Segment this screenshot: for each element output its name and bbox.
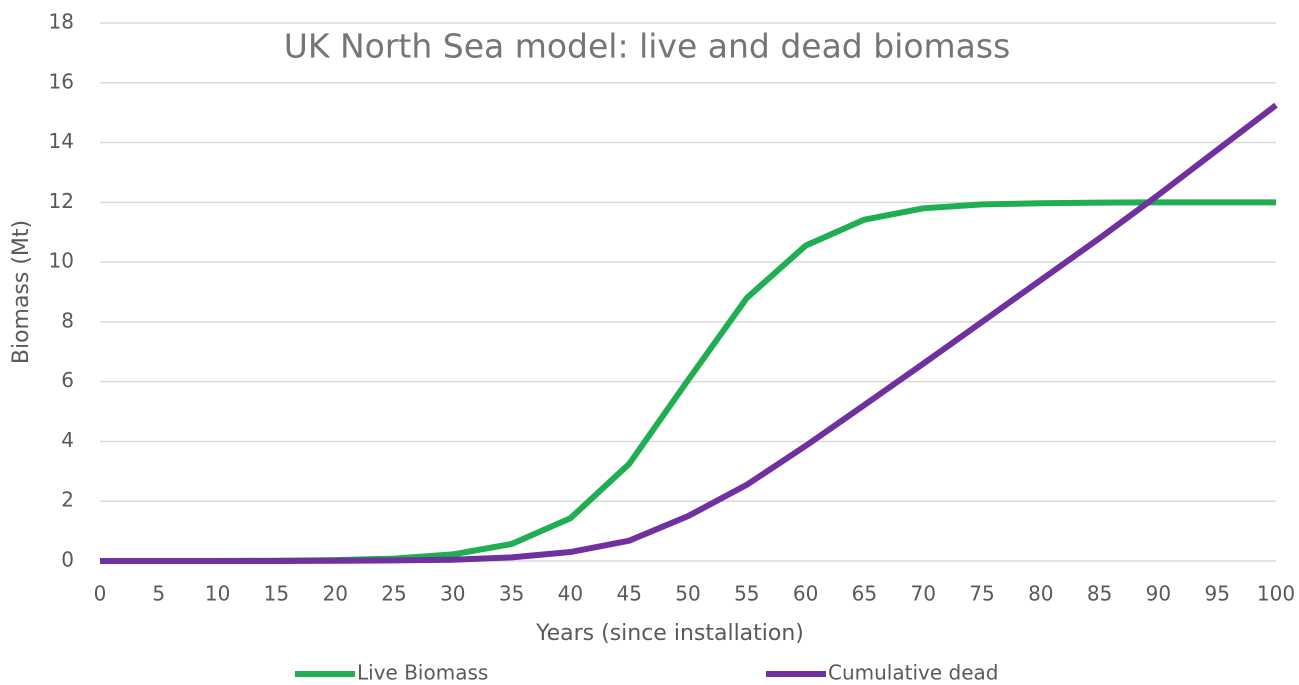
x-tick-label: 60 <box>793 582 818 606</box>
x-tick-label: 50 <box>675 582 700 606</box>
x-axis-label: Years (since installation) <box>535 621 804 646</box>
y-tick-label: 16 <box>49 69 74 93</box>
y-tick-label: 14 <box>49 129 74 153</box>
y-tick-label: 4 <box>61 428 74 452</box>
y-tick-label: 0 <box>61 548 74 572</box>
x-tick-label: 80 <box>1028 582 1053 606</box>
x-tick-label: 95 <box>1204 582 1229 606</box>
data-line <box>100 102 1278 564</box>
x-tick-label: 75 <box>969 582 994 606</box>
x-tick-label: 65 <box>852 582 877 606</box>
x-tick-label: 85 <box>1087 582 1112 606</box>
chart-title: UK North Sea model: live and dead biomas… <box>284 27 1011 66</box>
y-tick-label: 2 <box>61 488 74 512</box>
x-tick-label: 10 <box>205 582 230 606</box>
x-tick-label: 5 <box>152 582 165 606</box>
y-axis-label: Biomass (Mt) <box>9 220 34 364</box>
x-tick-label: 30 <box>440 582 465 606</box>
legend-label: Live Biomass <box>357 661 488 685</box>
x-tick-label: 45 <box>616 582 641 606</box>
y-tick-label: 12 <box>49 189 74 213</box>
x-tick-label: 35 <box>499 582 524 606</box>
y-tick-label: 8 <box>61 308 74 332</box>
x-tick-label: 100 <box>1257 582 1295 606</box>
y-tick-label: 6 <box>61 368 74 392</box>
x-tick-label: 25 <box>381 582 406 606</box>
x-tick-label: 40 <box>558 582 583 606</box>
legend-label: Cumulative dead <box>828 661 998 685</box>
x-tick-label: 15 <box>264 582 289 606</box>
x-tick-label: 90 <box>1146 582 1171 606</box>
y-tick-label: 18 <box>49 10 74 34</box>
x-tick-label: 70 <box>910 582 935 606</box>
y-tick-label: 10 <box>49 249 74 273</box>
x-tick-label: 20 <box>322 582 347 606</box>
x-tick-label: 0 <box>94 582 107 606</box>
x-tick-label: 55 <box>734 582 759 606</box>
